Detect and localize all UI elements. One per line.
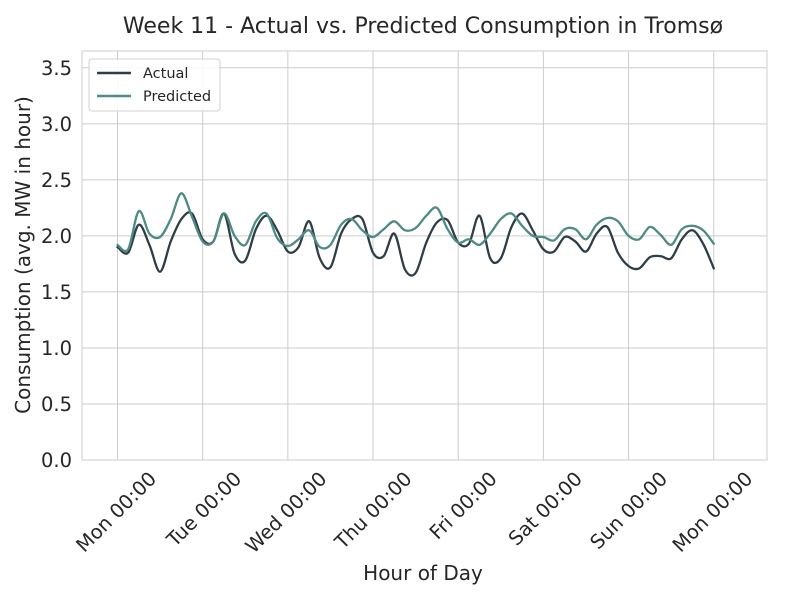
y-axis-ticks: 0.0 0.5 1.0 1.5 2.0 2.5 3.0 3.5: [41, 57, 72, 472]
y-tick-label: 0.5: [41, 393, 72, 416]
x-tick-label: Sat 00:00: [504, 467, 587, 550]
grid-lines: [82, 51, 767, 461]
x-tick-label: Mon 00:00: [72, 467, 161, 556]
x-tick-label: Sun 00:00: [585, 467, 672, 554]
series-line-predicted: [116, 192, 715, 253]
series-lines: [116, 192, 715, 277]
y-tick-label: 2.5: [41, 169, 72, 192]
x-tick-label: Thu 00:00: [330, 467, 417, 554]
x-axis-label: Hour of Day: [363, 561, 483, 585]
y-tick-label: 3.0: [41, 113, 72, 136]
y-tick-label: 3.5: [41, 57, 72, 80]
x-tick-label: Tue 00:00: [162, 467, 247, 552]
legend: Actual Predicted: [88, 58, 221, 112]
legend-label-predicted: Predicted: [143, 89, 211, 105]
y-tick-label: 1.5: [41, 281, 72, 304]
x-tick-label: Fri 00:00: [425, 467, 502, 544]
chart-title: Week 11 - Actual vs. Predicted Consumpti…: [123, 14, 723, 39]
plot-frame: [81, 50, 768, 461]
y-tick-label: 0.0: [41, 449, 72, 472]
y-tick-label: 1.0: [41, 337, 72, 360]
y-axis-label: Consumption (avg. MW in hour): [11, 96, 35, 414]
x-tick-label: Mon 00:00: [668, 467, 757, 556]
x-tick-label: Wed 00:00: [241, 467, 331, 557]
legend-label-actual: Actual: [143, 66, 188, 82]
y-tick-label: 2.0: [41, 225, 72, 248]
